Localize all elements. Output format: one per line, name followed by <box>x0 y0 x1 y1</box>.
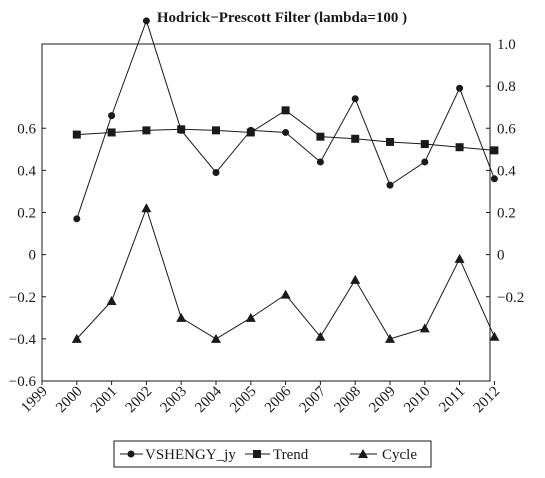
left-tick-label: 0.2 <box>17 206 36 222</box>
point-cycle <box>245 312 256 322</box>
point-trend <box>351 134 360 143</box>
left-tick-label: −0.6 <box>9 374 37 390</box>
left-tick-label: 0.6 <box>17 121 36 137</box>
point-trend <box>455 143 464 152</box>
point-vshengy-jy <box>142 17 150 25</box>
point-trend <box>316 132 325 141</box>
point-vshengy-jy <box>490 175 498 183</box>
x-tick-label: 2002 <box>123 384 156 417</box>
x-tick-label: 2008 <box>332 384 365 417</box>
x-tick-label: 2003 <box>158 384 191 417</box>
legend-marker-square <box>253 450 261 458</box>
series-line-cycle <box>76 206 495 340</box>
point-trend <box>281 106 290 115</box>
point-vshengy-jy <box>282 128 290 136</box>
point-trend <box>177 125 186 134</box>
point-cycle <box>211 333 221 343</box>
point-cycle <box>350 274 361 284</box>
legend-box <box>113 440 432 468</box>
x-tick-label: 2009 <box>366 384 399 417</box>
x-tick-label: 2001 <box>88 384 121 417</box>
series-layer <box>71 17 500 343</box>
right-tick-label: 0.6 <box>497 121 516 137</box>
point-cycle <box>489 331 500 341</box>
point-cycle <box>385 333 395 343</box>
point-trend <box>246 128 255 137</box>
point-trend <box>490 146 499 155</box>
point-vshengy-jy <box>108 112 116 120</box>
point-trend <box>107 128 116 137</box>
left-tick-label: 0.4 <box>17 163 36 179</box>
x-tick-label: 2012 <box>471 384 504 417</box>
right-tick-label: 0.2 <box>497 206 516 222</box>
point-cycle <box>106 295 117 305</box>
legend: VSHENGY_jy Trend Cycle <box>113 440 432 468</box>
right-tick-label: 0 <box>497 248 505 264</box>
point-cycle <box>454 253 465 263</box>
point-cycle <box>280 289 291 299</box>
point-cycle <box>141 203 152 213</box>
right-tick-label: −0.2 <box>497 290 524 306</box>
point-trend <box>212 126 220 135</box>
x-tick-label: 2007 <box>297 383 330 416</box>
point-vshengy-jy <box>73 215 81 223</box>
x-tick-label: 2010 <box>401 384 434 417</box>
point-cycle <box>419 323 430 333</box>
right-tick-label: 1.0 <box>497 37 516 53</box>
right-tick-label: 0.8 <box>497 79 516 95</box>
chart-title: Hodrick−Prescott Filter (lambda=100 ) <box>157 10 407 26</box>
x-tick-label: 2005 <box>227 384 260 417</box>
legend-label-trend: Trend <box>273 447 309 463</box>
point-trend <box>72 130 81 139</box>
point-cycle <box>315 331 326 341</box>
series-line-vshengy-jy <box>76 19 495 219</box>
point-vshengy-jy <box>212 168 220 176</box>
x-tick-label: 2011 <box>436 384 468 416</box>
right-axis: 1.0 0.8 0.6 0.4 0.2 0 −0.2 <box>486 37 524 306</box>
left-tick-label: −0.2 <box>9 290 36 306</box>
point-vshengy-jy <box>386 181 394 189</box>
point-trend <box>386 137 394 146</box>
point-vshengy-jy <box>456 84 464 92</box>
legend-marker-triangle <box>358 449 368 458</box>
legend-marker-circle <box>127 450 135 458</box>
x-tick-label: 2000 <box>53 384 86 417</box>
point-trend <box>420 140 429 149</box>
left-axis: 0.6 0.4 0.2 0 −0.2 −0.4 −0.6 <box>9 121 46 390</box>
right-tick-label: 0.4 <box>497 163 516 179</box>
point-cycle <box>71 333 82 343</box>
left-tick-label: −0.4 <box>9 332 37 348</box>
legend-label-cycle: Cycle <box>382 447 417 463</box>
legend-label-vshengy: VSHENGY_jy <box>145 447 236 463</box>
x-tick-label: 2006 <box>262 383 295 416</box>
point-cycle <box>176 312 187 322</box>
left-tick-label: 0 <box>29 248 37 264</box>
x-axis: 1999 2000 2001 2002 2003 2004 2005 2006 2007 2008… <box>18 381 503 416</box>
x-tick-label: 2004 <box>192 383 225 416</box>
point-trend <box>142 126 151 135</box>
point-vshengy-jy <box>351 95 359 103</box>
point-vshengy-jy <box>421 158 429 166</box>
point-vshengy-jy <box>316 158 324 166</box>
